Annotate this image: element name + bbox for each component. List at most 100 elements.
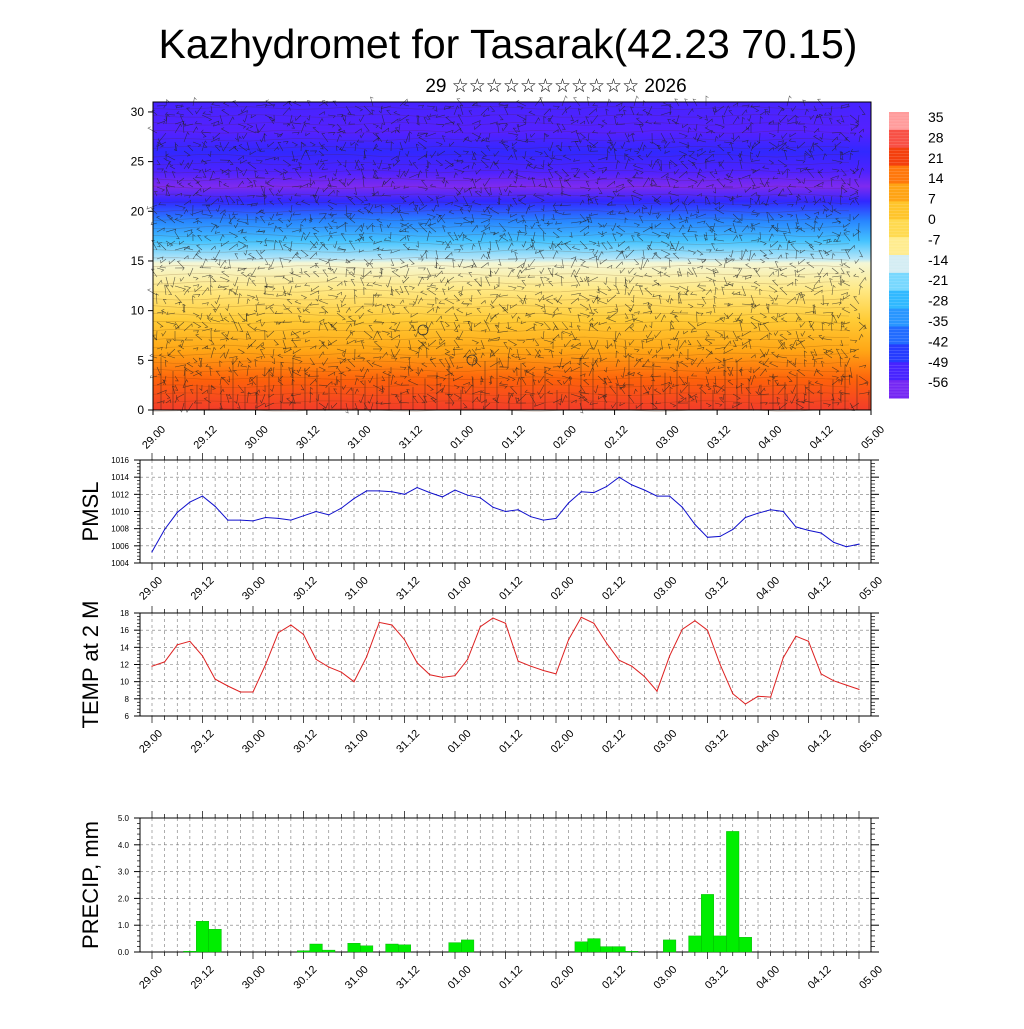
wind-barb (271, 114, 275, 122)
wind-barb (156, 256, 164, 260)
temp2m-point (845, 684, 847, 686)
wind-barb (541, 213, 545, 222)
wind-barb (221, 377, 230, 386)
wind-barb (266, 182, 275, 188)
heatmap-contour (152, 161, 850, 166)
wind-barb (766, 182, 770, 188)
wind-barb (534, 291, 542, 296)
wind-barb (633, 348, 640, 353)
wind-barb (776, 382, 788, 386)
pmsl-y-label: 1006 (111, 542, 129, 551)
wind-barb (363, 123, 370, 132)
wind-barb (198, 312, 203, 320)
wind-barb (612, 330, 617, 343)
wind-barb (390, 393, 398, 398)
wind-barb (489, 303, 495, 309)
wind-barb (260, 344, 266, 350)
pmsl-point (782, 510, 784, 513)
wind-barb (759, 312, 768, 319)
wind-barb (255, 355, 263, 360)
temp2m-point (618, 659, 620, 661)
wind-barb (201, 389, 208, 395)
wind-barb (361, 267, 365, 278)
wind-barb (624, 217, 628, 224)
precip-grid (140, 817, 871, 953)
wind-barb (705, 222, 713, 231)
wind-barb (408, 324, 415, 332)
wind-barb (453, 204, 464, 210)
wind-barb (444, 305, 454, 314)
wind-barb (298, 315, 302, 323)
wind-barb (421, 180, 428, 188)
wind-barb (287, 213, 293, 223)
wind-barb (812, 195, 816, 203)
wind-barb (405, 119, 410, 125)
wind-barb (685, 216, 690, 224)
wind-barb (201, 159, 208, 165)
wind-barb (398, 209, 410, 215)
wind-barb (801, 293, 806, 305)
wind-barb (516, 231, 528, 236)
wind-barb (210, 274, 214, 287)
wind-barb (607, 294, 617, 303)
wind-barb (762, 177, 770, 188)
wind-barb (390, 258, 395, 266)
wind-barb (615, 250, 624, 260)
pmsl-x-label: 03.12 (703, 575, 731, 603)
wind-barb (803, 125, 807, 134)
wind-barb (268, 116, 275, 125)
wind-barb (264, 258, 269, 265)
wind-barb (363, 330, 373, 339)
wind-barb (204, 345, 212, 350)
wind-barb (539, 267, 545, 275)
wind-barb (831, 366, 840, 373)
wind-barb (563, 375, 572, 385)
wind-barb (739, 214, 743, 222)
wind-barb (467, 204, 473, 213)
wind-barb (444, 393, 454, 397)
wind-barb (829, 204, 834, 213)
wind-barb (449, 357, 455, 368)
wind-barb (672, 252, 680, 260)
precip-bar (309, 943, 323, 953)
wind-barb (167, 240, 176, 247)
wind-barb (156, 240, 161, 248)
wind-barb (234, 393, 239, 404)
temp2m-point (795, 635, 797, 637)
wind-barb (553, 297, 563, 305)
wind-barb (174, 213, 183, 218)
wind-barb (350, 141, 356, 146)
wind-barb (413, 330, 419, 338)
wind-barb (570, 114, 574, 122)
wind-barb (525, 312, 532, 318)
wind-barb (165, 321, 177, 327)
wind-barb (732, 234, 739, 242)
wind-barb (350, 329, 356, 334)
wind-barb (182, 384, 194, 388)
wind-barb (624, 312, 629, 319)
wind-barb (669, 132, 676, 143)
wind-barb (828, 195, 833, 206)
wind-barb (750, 239, 760, 243)
wind-barb (440, 320, 446, 332)
wind-barb (408, 285, 415, 290)
wind-barb (556, 379, 563, 386)
wind-barb (668, 375, 672, 385)
wind-barb (304, 283, 311, 287)
wind-barb (376, 218, 383, 224)
wind-barb (711, 243, 716, 251)
wind-barb (712, 195, 716, 205)
heatmap-contour (152, 225, 850, 229)
wind-barb (236, 198, 240, 206)
wind-barb (597, 298, 608, 305)
wind-barb (597, 348, 602, 360)
wind-barb (294, 299, 302, 305)
wind-barb (237, 360, 242, 368)
wind-barb (777, 244, 782, 251)
wind-barb (399, 366, 407, 370)
wind-barb (210, 224, 218, 233)
colorbar-label: 28 (928, 129, 944, 145)
wind-barb (715, 384, 725, 394)
wind-barb (260, 249, 266, 255)
wind-barb (607, 202, 617, 206)
